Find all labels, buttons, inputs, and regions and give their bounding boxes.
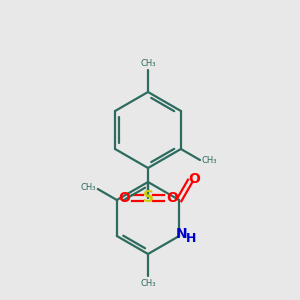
Text: O: O [166,191,178,205]
Text: O: O [118,191,130,205]
Text: CH₃: CH₃ [80,184,96,193]
Text: N: N [176,227,187,241]
Text: H: H [186,232,196,244]
Text: S: S [142,190,154,206]
Text: CH₃: CH₃ [140,59,156,68]
Text: CH₃: CH₃ [202,155,218,164]
Text: CH₃: CH₃ [140,279,156,288]
Text: O: O [188,172,200,186]
